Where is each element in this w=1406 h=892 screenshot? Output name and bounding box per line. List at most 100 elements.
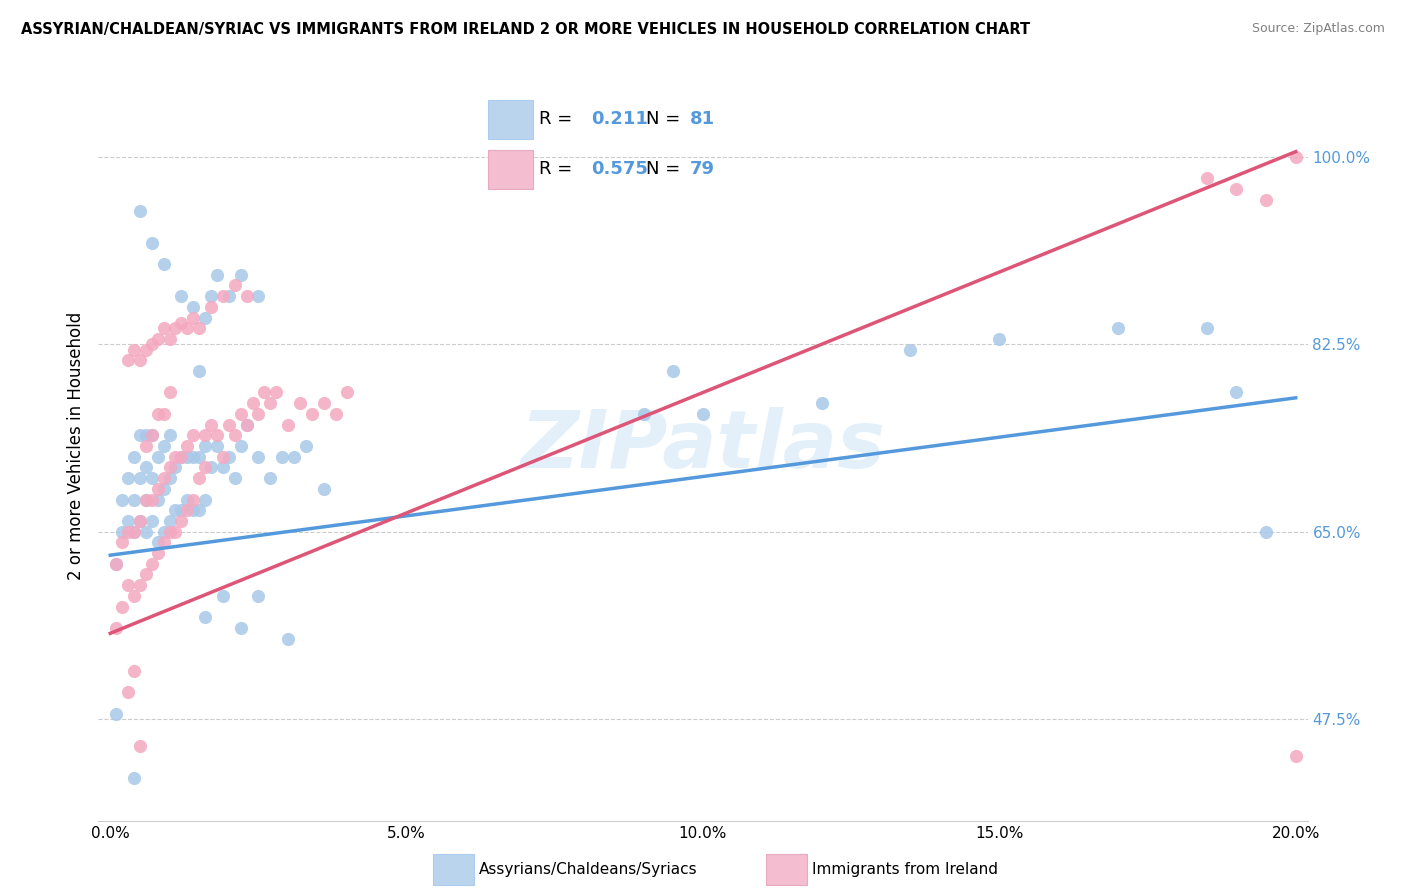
Point [194, 610, 217, 624]
Point [165, 460, 187, 475]
Point [152, 439, 174, 453]
Point [176, 321, 198, 335]
FancyBboxPatch shape [433, 854, 474, 885]
Point [152, 535, 174, 549]
Point [165, 450, 187, 464]
Point [181, 503, 204, 517]
Point [135, 492, 157, 507]
Point [662, 364, 685, 378]
Point [212, 450, 235, 464]
Point [129, 514, 152, 528]
Point [159, 385, 181, 400]
Point [135, 492, 157, 507]
Point [288, 396, 311, 410]
Point [111, 535, 134, 549]
Point [188, 471, 211, 485]
Point [242, 396, 264, 410]
Point [129, 428, 152, 442]
Point [259, 396, 281, 410]
Point [111, 524, 134, 539]
Point [117, 524, 139, 539]
Point [200, 289, 222, 303]
Point [253, 385, 276, 400]
Point [146, 492, 169, 507]
Point [181, 450, 204, 464]
Point [188, 503, 211, 517]
Point [141, 514, 163, 528]
Point [141, 492, 163, 507]
Text: Immigrants from Ireland: Immigrants from Ireland [811, 862, 998, 877]
Point [264, 385, 287, 400]
Point [235, 289, 257, 303]
Point [194, 428, 217, 442]
Point [122, 492, 145, 507]
Point [152, 407, 174, 421]
Point [194, 460, 217, 475]
Point [165, 524, 187, 539]
Point [181, 492, 204, 507]
Point [170, 316, 193, 330]
Point [200, 300, 222, 314]
Point [135, 567, 157, 582]
Point [105, 621, 128, 635]
Point [170, 514, 193, 528]
Point [229, 439, 252, 453]
Point [235, 417, 257, 432]
Point [247, 589, 270, 603]
Point [141, 471, 163, 485]
Point [176, 450, 198, 464]
Point [205, 439, 228, 453]
Point [1107, 321, 1129, 335]
Point [141, 235, 163, 250]
FancyBboxPatch shape [766, 854, 807, 885]
Text: Assyrians/Chaldeans/Syriacs: Assyrians/Chaldeans/Syriacs [479, 862, 697, 877]
Point [152, 257, 174, 271]
Point [1195, 171, 1218, 186]
Point [312, 482, 335, 496]
Point [152, 482, 174, 496]
Point [212, 589, 235, 603]
Point [141, 557, 163, 571]
Point [122, 589, 145, 603]
Point [212, 460, 235, 475]
Point [218, 450, 240, 464]
Point [205, 268, 228, 282]
Text: ZIPatlas: ZIPatlas [520, 407, 886, 485]
Point [271, 450, 294, 464]
Point [135, 439, 157, 453]
Point [1225, 182, 1247, 196]
Point [122, 343, 145, 357]
Point [1285, 749, 1308, 764]
Y-axis label: 2 or more Vehicles in Household: 2 or more Vehicles in Household [66, 312, 84, 580]
Point [152, 321, 174, 335]
Point [325, 407, 347, 421]
Point [810, 396, 832, 410]
Point [122, 524, 145, 539]
Point [146, 535, 169, 549]
Point [159, 332, 181, 346]
Point [188, 321, 211, 335]
Point [692, 407, 714, 421]
Point [235, 417, 257, 432]
Point [1285, 150, 1308, 164]
Point [188, 450, 211, 464]
Point [159, 524, 181, 539]
Point [218, 417, 240, 432]
Point [117, 685, 139, 699]
Point [247, 450, 270, 464]
Point [176, 503, 198, 517]
Point [159, 514, 181, 528]
Point [170, 450, 193, 464]
Point [247, 407, 270, 421]
Point [122, 524, 145, 539]
Point [146, 450, 169, 464]
Point [159, 460, 181, 475]
Point [141, 428, 163, 442]
Point [229, 621, 252, 635]
Point [1254, 524, 1277, 539]
Point [117, 471, 139, 485]
Point [117, 353, 139, 368]
Point [117, 578, 139, 592]
Point [165, 321, 187, 335]
Point [212, 289, 235, 303]
